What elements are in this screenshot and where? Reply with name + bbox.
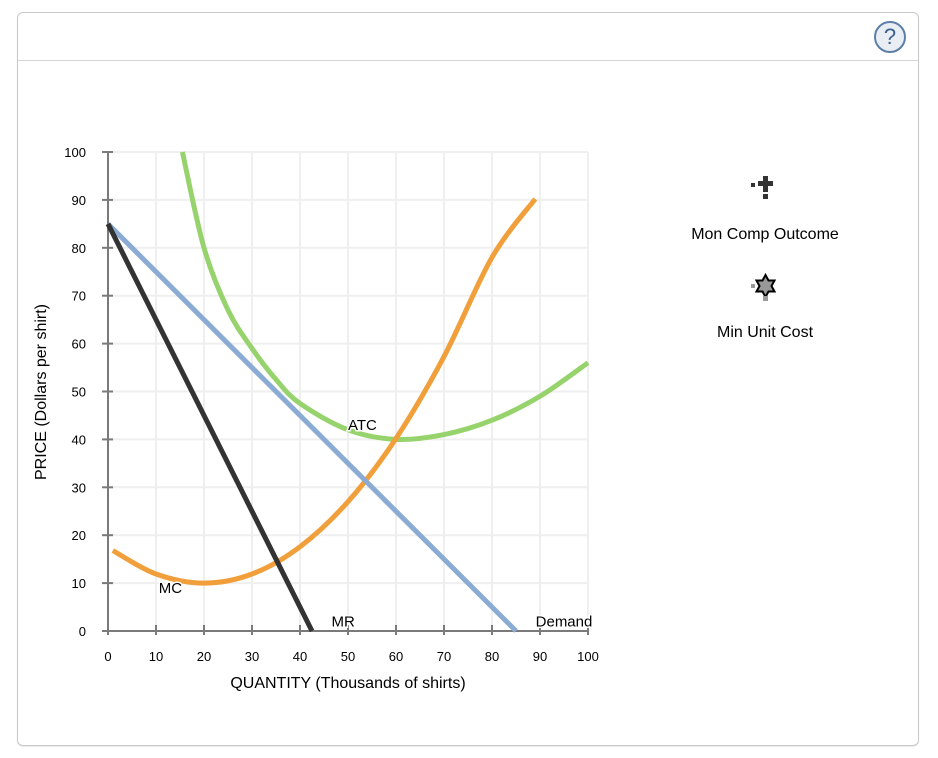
chart-axes: 0 10 20 30 40 50 60 70 80 90 100 0 10 20 30 40 50 60 70 80 9… bbox=[64, 145, 599, 664]
x-axis-label: QUANTITY (Thousands of shirts) bbox=[230, 675, 465, 692]
y-tick-label: 80 bbox=[72, 241, 86, 256]
chart-series[interactable] bbox=[105, 151, 590, 633]
question-circle-icon: ? bbox=[883, 24, 897, 49]
y-tick-label: 60 bbox=[72, 337, 86, 352]
curve-mr[interactable] bbox=[105, 222, 315, 633]
plus-marker-icon[interactable] bbox=[745, 172, 785, 202]
x-tick-label: 0 bbox=[104, 649, 111, 664]
curve-label-mc: MC bbox=[159, 580, 182, 597]
curve-label-mr: MR bbox=[332, 613, 355, 630]
x-tick-label: 50 bbox=[341, 649, 355, 664]
curve-label-atc: ATC bbox=[348, 417, 377, 434]
y-tick-label: 40 bbox=[72, 432, 86, 447]
x-tick-label: 90 bbox=[533, 649, 547, 664]
panel-header: ? bbox=[18, 13, 918, 61]
curve-mc[interactable] bbox=[111, 197, 538, 586]
x-tick-label: 30 bbox=[245, 649, 259, 664]
star-marker-icon[interactable] bbox=[745, 272, 785, 302]
x-tick-label: 60 bbox=[389, 649, 403, 664]
curve-label-demand: Demand bbox=[536, 613, 593, 630]
y-axis-label: PRICE (Dollars per shirt) bbox=[33, 304, 50, 480]
graph-panel: ? bbox=[17, 12, 919, 746]
y-tick-label: 70 bbox=[72, 289, 86, 304]
help-button[interactable]: ? bbox=[874, 21, 906, 53]
y-tick-label: 100 bbox=[64, 145, 86, 160]
chart-grid bbox=[108, 151, 589, 631]
x-tick-label: 20 bbox=[197, 649, 211, 664]
x-tick-label: 80 bbox=[485, 649, 499, 664]
chart-labels: ATC MC MR Demand bbox=[157, 416, 594, 632]
y-tick-label: 10 bbox=[72, 576, 86, 591]
curve-atc[interactable] bbox=[179, 151, 590, 443]
y-tick-label: 50 bbox=[72, 385, 86, 400]
curve-demand[interactable] bbox=[106, 222, 518, 633]
y-tick-label: 90 bbox=[72, 193, 86, 208]
legend-label: Min Unit Cost bbox=[716, 324, 814, 341]
x-tick-label: 10 bbox=[149, 649, 163, 664]
legend-label: Mon Comp Outcome bbox=[691, 226, 839, 243]
y-tick-label: 0 bbox=[79, 624, 86, 639]
y-tick-label: 20 bbox=[72, 528, 86, 543]
x-tick-label: 100 bbox=[577, 649, 599, 664]
x-tick-label: 40 bbox=[293, 649, 307, 664]
x-tick-label: 70 bbox=[437, 649, 451, 664]
legend-item-min-unit-cost[interactable]: Min Unit Cost bbox=[660, 272, 870, 342]
legend-item-mon-comp-outcome[interactable]: Mon Comp Outcome bbox=[660, 172, 870, 244]
y-tick-label: 30 bbox=[72, 480, 86, 495]
